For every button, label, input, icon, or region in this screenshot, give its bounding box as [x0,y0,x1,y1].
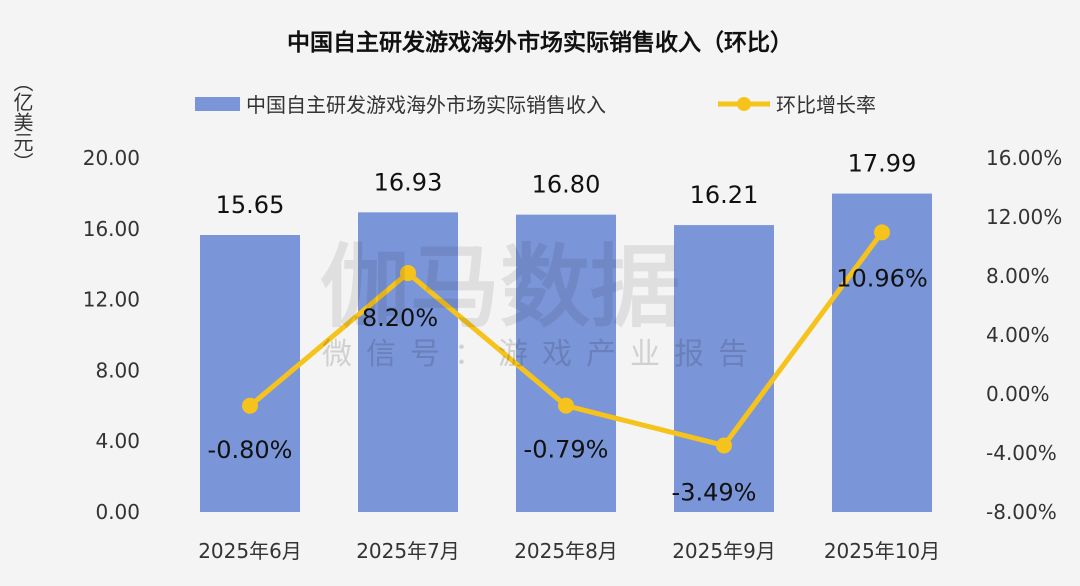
bar [674,225,774,512]
line-value-label: -0.80% [208,436,293,464]
legend-line-label: 环比增长率 [776,93,876,117]
bar-value-label: 16.80 [532,171,601,199]
line-value-label: -0.79% [524,436,609,464]
bar [832,193,932,512]
legend-line-marker [737,97,751,111]
legend-bar-swatch [195,97,240,111]
line-value-label: 10.96% [836,264,928,292]
right-tick-label: 12.00% [986,205,1062,229]
bar-value-label: 17.99 [848,150,917,178]
line-point [716,437,732,454]
left-tick-label: 8.00 [95,358,140,382]
line-value-label: -3.49% [672,478,757,506]
right-tick-label: 0.00% [986,382,1050,406]
left-tick-label: 20.00 [83,146,140,170]
left-tick-label: 12.00 [83,288,140,312]
left-tick-label: 0.00 [95,500,140,524]
right-tick-label: 4.00% [986,323,1050,347]
line-value-label: 8.20% [362,304,438,332]
left-tick-label: 16.00 [83,217,140,241]
x-tick-label: 2025年6月 [198,539,302,563]
bar-value-label: 16.93 [374,168,443,196]
line-point [242,397,258,414]
legend: 中国自主研发游戏海外市场实际销售收入 环比增长率 [195,93,876,117]
right-tick-label: -8.00% [986,500,1057,524]
y-axis-label: （亿美元） [10,72,34,172]
bar [516,214,616,512]
right-tick-label: -4.00% [986,441,1057,465]
x-tick-label: 2025年8月 [514,539,618,563]
line-point [874,224,890,241]
watermark-main: 伽马数据 [320,235,680,340]
chart-title: 中国自主研发游戏海外市场实际销售收入（环比） [287,29,793,56]
left-tick-label: 4.00 [95,429,140,453]
legend-bar-label: 中国自主研发游戏海外市场实际销售收入 [246,93,606,117]
watermark-sub: 微信号：游戏产业报告 [322,337,762,372]
line-point [400,265,416,282]
x-tick-label: 2025年9月 [672,539,776,563]
bar-value-label: 15.65 [216,191,285,219]
x-tick-label: 2025年10月 [824,539,940,563]
x-tick-label: 2025年7月 [356,539,460,563]
right-tick-label: 16.00% [986,146,1062,170]
bar [200,234,300,512]
bar [358,212,458,513]
bar-value-label: 16.21 [690,181,759,209]
right-tick-label: 8.00% [986,264,1050,288]
line-point [558,397,574,414]
